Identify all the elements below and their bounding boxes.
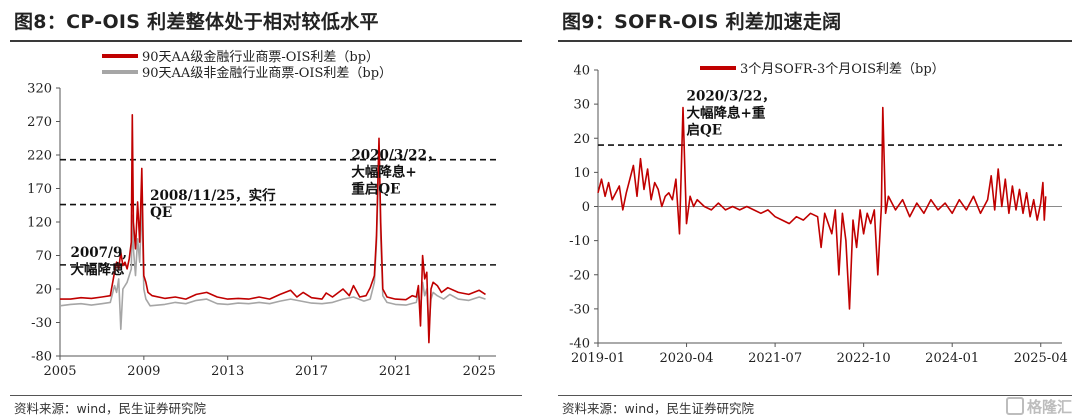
- sofr-ois-spread-chart: -40 -30 -20 -10 0 10 20 30 40 2019-01 2020-04 2021-…: [569, 62, 1068, 366]
- y-tick-label: 220: [27, 149, 52, 164]
- watermark-logo: 格隆汇: [1005, 396, 1072, 417]
- x-tick-label: 2025: [463, 364, 496, 379]
- series-line-2: [59, 147, 486, 330]
- y-tick-label: 170: [27, 182, 52, 197]
- series-line-1: [60, 114, 486, 344]
- y-tick-label: -30: [31, 316, 52, 331]
- cp-ois-spread-chart: -80 -30 20 70 120 170 220 270 320 2005 2009 2013 201…: [27, 49, 496, 379]
- y-tick-label: -30: [569, 302, 590, 317]
- annotation-3-line: 大幅降息+: [351, 164, 416, 181]
- x-tick-label: 2009: [127, 364, 160, 379]
- x-tick-label: 2021: [379, 364, 412, 379]
- annotation-1-line: 大幅降息: [70, 261, 124, 278]
- legend-label-1: 3个月SOFR-3个月OIS利差（bp）: [740, 62, 945, 77]
- annotation-2-line: QE: [150, 205, 172, 221]
- y-tick-label: 30: [573, 98, 590, 113]
- legend-label-1: 90天AA级金融行业商票-OIS利差（bp）: [142, 49, 379, 65]
- annotation-2-line: 2008/11/25，实行: [150, 187, 276, 204]
- y-tick-label: 270: [27, 115, 52, 130]
- title-rule: [558, 40, 1072, 42]
- y-tick-label: -20: [569, 268, 590, 283]
- annotation-3-line: 重启QE: [351, 181, 400, 198]
- annotation-1-line: 2020/3/22，: [687, 89, 776, 105]
- figure-8-title: 图8：CP-OIS 利差整体处于相对较低水平: [14, 11, 379, 33]
- x-tick-label: 2017: [295, 364, 328, 379]
- y-tick-label: 20: [35, 283, 52, 298]
- x-tick-label: 2019-01: [571, 351, 625, 366]
- watermark-text: 格隆汇: [1026, 398, 1072, 416]
- x-tick-label: 2025-04: [1014, 351, 1068, 366]
- y-tick-label: 320: [27, 82, 52, 97]
- figure-9-title: 图9：SOFR-OIS 利差加速走阔: [562, 11, 842, 33]
- title-rule: [10, 40, 522, 42]
- source-rule: [10, 395, 522, 396]
- series-line-1: [597, 106, 1047, 310]
- watermark-icon: [1005, 397, 1024, 415]
- y-tick-label: 120: [27, 216, 52, 231]
- annotation-1-line: 启QE: [687, 122, 723, 139]
- figure-8-source: 资料来源：wind，民生证券研究院: [14, 401, 207, 416]
- y-tick-label: 0: [582, 200, 590, 215]
- legend-label-2: 90天AA级非金融行业商票-OIS利差（bp）: [142, 65, 392, 81]
- y-tick-label: -80: [31, 350, 52, 365]
- y-tick-label: -40: [569, 337, 590, 352]
- y-tick-label: 40: [573, 64, 590, 79]
- y-tick-label: 10: [573, 166, 590, 181]
- y-tick-label: 20: [573, 132, 590, 147]
- y-tick-label: -10: [569, 234, 590, 249]
- x-tick-label: 2024-01: [925, 351, 979, 366]
- y-tick-label: 70: [35, 249, 52, 264]
- figure-9-panel: 图9：SOFR-OIS 利差加速走阔 -40 -30 -20 -10 0 10 20 30 40…: [548, 0, 1080, 420]
- x-tick-label: 2005: [43, 364, 76, 379]
- figure-8-panel: 图8：CP-OIS 利差整体处于相对较低水平 -80 -30 20 70 120 170 2…: [0, 0, 530, 420]
- figure-9-source: 资料来源：wind，民生证券研究院: [562, 401, 755, 416]
- x-tick-label: 2022-10: [837, 351, 891, 366]
- x-tick-label: 2021-07: [748, 351, 802, 366]
- annotation-1-line: 大幅降息+重: [687, 105, 766, 122]
- x-tick-label: 2020-04: [660, 351, 714, 366]
- annotation-3-line: 2020/3/22，: [351, 148, 440, 164]
- annotation-1-line: 2007/9,: [70, 245, 127, 261]
- source-rule: [558, 395, 1072, 396]
- x-tick-label: 2013: [211, 364, 244, 379]
